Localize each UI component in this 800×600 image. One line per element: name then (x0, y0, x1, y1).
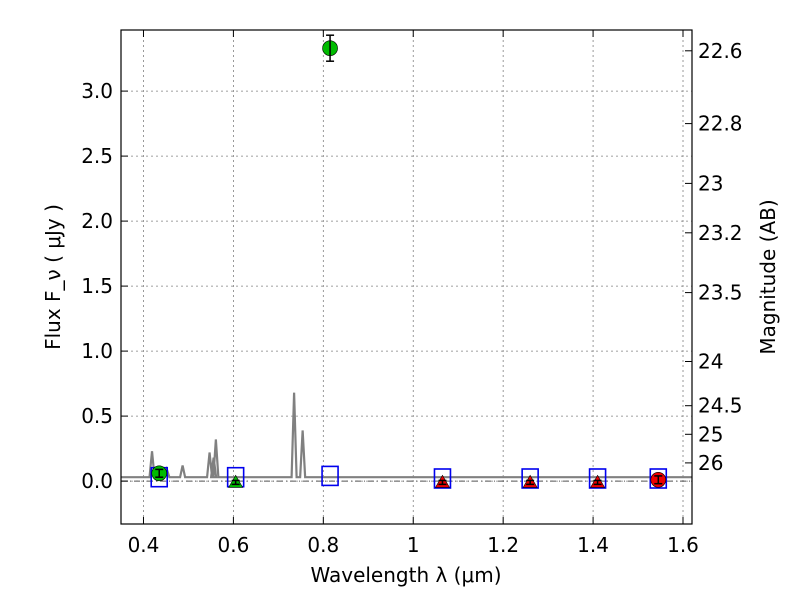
y-tick-label: 0.0 (81, 469, 113, 493)
y-axis-label: Flux F_ν ( μJy ) (41, 204, 65, 350)
model-photometry-box (521, 468, 539, 489)
x-tick-label: 1.2 (487, 533, 519, 557)
x-tick-label: 1 (407, 533, 420, 557)
right-tick-label: 23 (698, 171, 723, 195)
right-tick-label: 23.2 (698, 221, 743, 245)
template-spectrum (121, 392, 692, 479)
right-tick-label: 23.5 (698, 281, 743, 305)
y-tick-label: 2.5 (81, 144, 113, 168)
x-tick-label: 1.6 (667, 533, 699, 557)
x-tick-label: 0.4 (128, 533, 160, 557)
right-tick-label: 25 (698, 422, 723, 446)
grid-lines (121, 30, 692, 524)
right-axis-label: Magnitude (AB) (756, 199, 780, 354)
x-tick-label: 0.8 (307, 533, 339, 557)
plot-frame (120, 29, 693, 525)
data-points (151, 34, 667, 488)
right-tick-label: 22.6 (698, 39, 743, 63)
right-tick-label: 24.5 (698, 394, 743, 418)
x-tick-label: 0.6 (217, 533, 249, 557)
x-tick-label: 1.4 (577, 533, 609, 557)
axis-ticks: 0.4 0.6 0.8 1 1.2 1.4 1.6 0.0 0.5 1.0 1.5 2.0 2.5 3.0… (81, 30, 743, 557)
y-tick-label: 2.0 (81, 209, 113, 233)
model-photometry-box (649, 468, 668, 489)
x-axis-label: Wavelength λ (μm) (310, 563, 501, 587)
y-tick-label: 3.0 (81, 79, 113, 103)
y-tick-label: 1.5 (81, 274, 113, 298)
y-tick-label: 0.5 (81, 404, 113, 428)
right-tick-label: 24 (698, 350, 723, 374)
template-spectrum-line (121, 392, 692, 479)
model-photometry-box (433, 468, 452, 489)
model-photometry-box (588, 468, 607, 489)
right-tick-label: 26 (698, 451, 723, 475)
model-photometry-box (321, 465, 339, 487)
right-tick-label: 22.8 (698, 112, 743, 136)
y-tick-label: 1.0 (81, 339, 113, 363)
